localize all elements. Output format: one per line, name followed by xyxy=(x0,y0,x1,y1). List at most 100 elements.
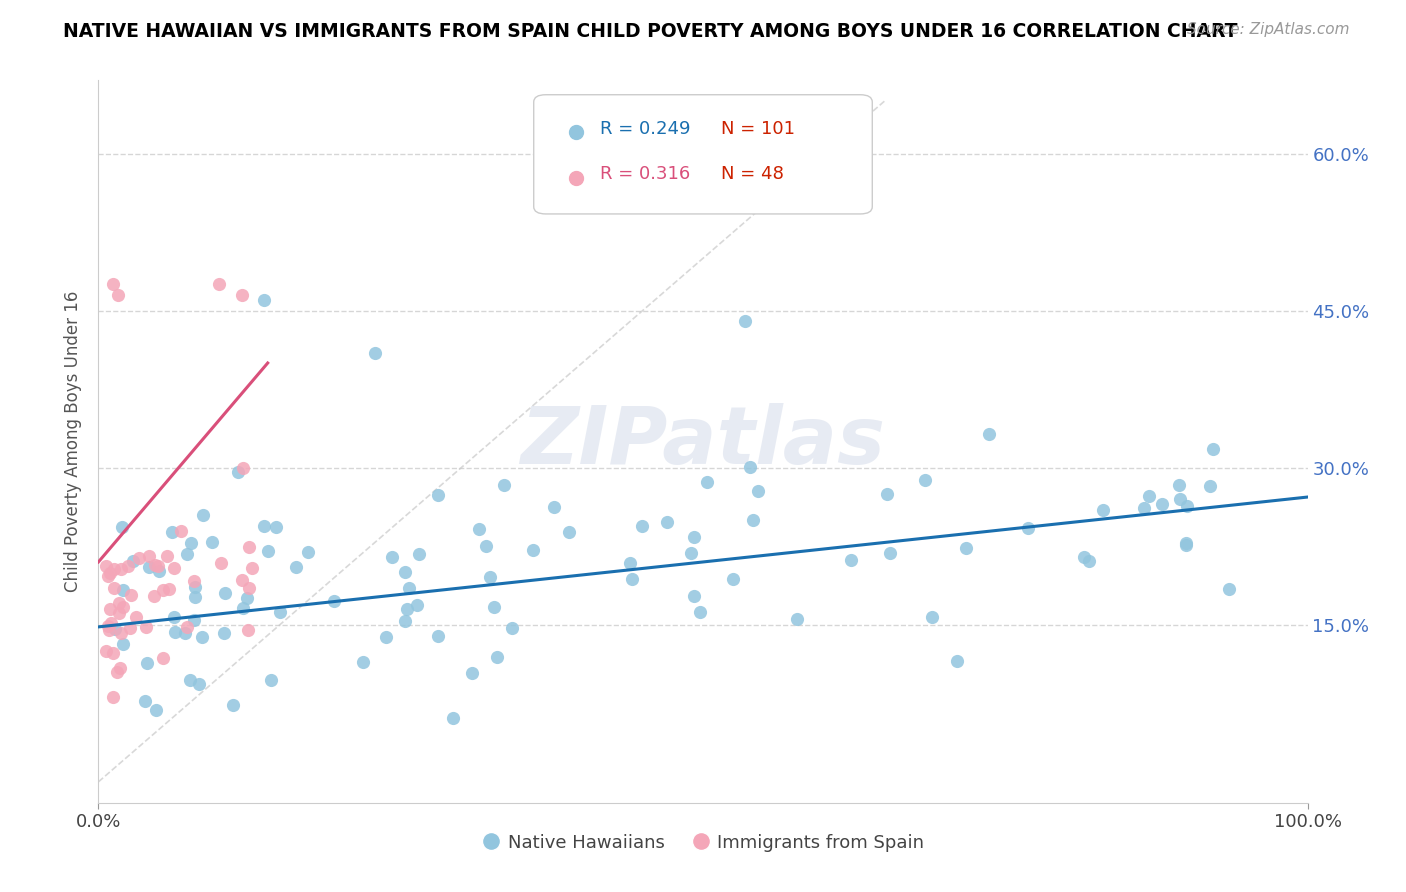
Point xyxy=(879,546,901,560)
Point xyxy=(214,585,236,599)
Point xyxy=(921,610,943,624)
Point xyxy=(253,293,276,308)
Point xyxy=(681,546,703,560)
Point xyxy=(1202,442,1225,456)
Point xyxy=(1174,536,1197,550)
Point xyxy=(170,524,193,539)
Point xyxy=(1073,549,1095,564)
Point xyxy=(721,572,744,586)
Point xyxy=(297,544,319,558)
Point xyxy=(138,549,160,563)
Point xyxy=(238,540,260,554)
Point xyxy=(1017,521,1039,535)
Point xyxy=(631,519,654,533)
Point xyxy=(103,690,125,704)
Point xyxy=(738,460,761,475)
Point xyxy=(742,512,765,526)
Point xyxy=(188,676,211,690)
Point xyxy=(152,651,174,665)
Point xyxy=(1137,489,1160,503)
Point xyxy=(426,488,449,502)
Point xyxy=(946,654,969,668)
Point xyxy=(394,615,416,629)
Point xyxy=(162,609,184,624)
Point xyxy=(184,590,207,604)
Point xyxy=(208,277,231,292)
Point xyxy=(107,288,129,302)
Point xyxy=(183,613,205,627)
Point xyxy=(112,637,135,651)
Point xyxy=(97,619,120,633)
Point xyxy=(156,549,179,563)
Point xyxy=(98,602,121,616)
Point xyxy=(257,544,280,558)
Point xyxy=(97,623,120,637)
Point xyxy=(112,600,135,615)
Point xyxy=(157,582,180,596)
Point xyxy=(122,554,145,568)
Text: N = 101: N = 101 xyxy=(721,120,796,138)
Point xyxy=(143,589,166,603)
Text: R = 0.249: R = 0.249 xyxy=(600,120,690,138)
Point xyxy=(979,427,1001,442)
Text: N = 48: N = 48 xyxy=(721,165,785,183)
Point xyxy=(193,508,215,522)
Point xyxy=(108,661,131,675)
Point xyxy=(232,601,254,615)
Point xyxy=(260,673,283,687)
Point xyxy=(475,539,498,553)
Point xyxy=(689,605,711,619)
Point xyxy=(222,698,245,712)
Point xyxy=(364,345,387,359)
Text: ZIPatlas: ZIPatlas xyxy=(520,402,886,481)
Point xyxy=(323,594,346,608)
FancyBboxPatch shape xyxy=(534,95,872,214)
Point xyxy=(786,612,808,626)
Point xyxy=(135,619,157,633)
Point xyxy=(98,566,121,581)
Text: NATIVE HAWAIIAN VS IMMIGRANTS FROM SPAIN CHILD POVERTY AMONG BOYS UNDER 16 CORRE: NATIVE HAWAIIAN VS IMMIGRANTS FROM SPAIN… xyxy=(63,22,1237,41)
Point xyxy=(201,535,224,549)
Point xyxy=(173,626,195,640)
Point xyxy=(134,694,156,708)
Point xyxy=(396,602,419,616)
Point xyxy=(111,520,134,534)
Point xyxy=(96,644,118,658)
Point xyxy=(103,581,125,595)
Point xyxy=(441,710,464,724)
Point xyxy=(269,605,291,619)
Point xyxy=(1133,500,1156,515)
Point xyxy=(120,621,142,635)
Point xyxy=(484,599,506,614)
Point xyxy=(1175,500,1198,514)
Point xyxy=(683,589,706,603)
Point xyxy=(120,588,142,602)
Point xyxy=(104,622,127,636)
Point xyxy=(375,630,398,644)
Point xyxy=(101,646,124,660)
Point xyxy=(398,581,420,595)
Point xyxy=(163,561,186,575)
Point xyxy=(955,541,977,555)
Point xyxy=(163,624,186,639)
Point xyxy=(1168,478,1191,492)
Point xyxy=(108,606,131,620)
Point xyxy=(839,553,862,567)
Point xyxy=(1198,479,1220,493)
Point xyxy=(110,625,132,640)
Point xyxy=(176,547,198,561)
Point xyxy=(522,543,544,558)
Point xyxy=(1077,554,1099,568)
Point xyxy=(96,558,118,573)
Point xyxy=(232,460,254,475)
Point xyxy=(619,556,641,570)
Point xyxy=(180,536,202,550)
Point xyxy=(876,487,898,501)
Point xyxy=(209,556,232,570)
Point xyxy=(1168,492,1191,507)
Point xyxy=(557,524,579,539)
Point xyxy=(97,568,120,582)
Point xyxy=(231,573,253,587)
Point xyxy=(117,559,139,574)
Point xyxy=(1150,497,1173,511)
